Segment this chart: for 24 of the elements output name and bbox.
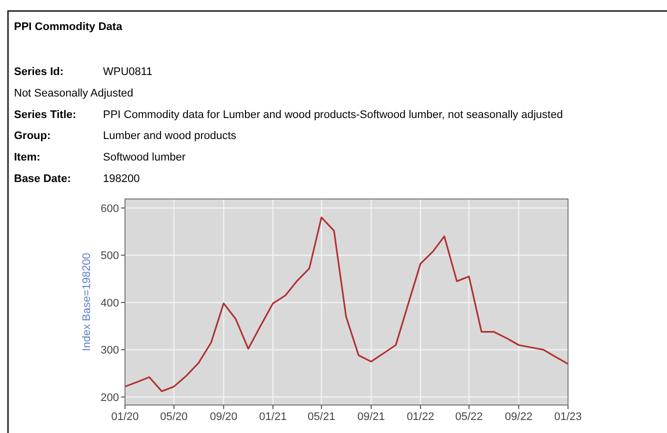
text: Base Date: 198200 <box>14 173 140 185</box>
text: Series Id: WPU0811 <box>14 66 152 78</box>
x-tick-label: 05/20 <box>160 411 188 423</box>
y-tick-label: 400 <box>100 297 119 310</box>
y-tick-label: 300 <box>100 344 119 357</box>
x-tick-label: 01/21 <box>259 411 287 423</box>
y-tick-label: 600 <box>100 202 119 215</box>
text: Group: Lumber and wood products <box>14 130 236 142</box>
y-axis-title: Index Base=198200 <box>81 252 93 352</box>
line-series <box>124 216 569 392</box>
x-tick-label: 01/22 <box>406 411 434 423</box>
y-tick-label: 200 <box>100 392 119 404</box>
x-tick-label: 05/22 <box>455 411 483 423</box>
x-tick-label: 01/20 <box>111 411 139 423</box>
x-tick-label: 05/21 <box>308 411 336 423</box>
chart-title: PPI Commodity Data <box>14 21 124 33</box>
x-tick-label: 01/23 <box>554 411 582 423</box>
y-tick-label: 500 <box>100 250 119 262</box>
x-tick-label: 09/21 <box>357 411 385 423</box>
text: Series Title: PPI Commodity data for Lumber and wood products-Softwood lumber, not seasonally adjusted <box>14 108 563 121</box>
x-tick-label: 09/22 <box>504 411 532 423</box>
text: Item: Softwood lumber <box>14 152 186 164</box>
x-tick-label: 09/20 <box>210 411 238 423</box>
text: Not Seasonally Adjusted <box>14 87 134 100</box>
